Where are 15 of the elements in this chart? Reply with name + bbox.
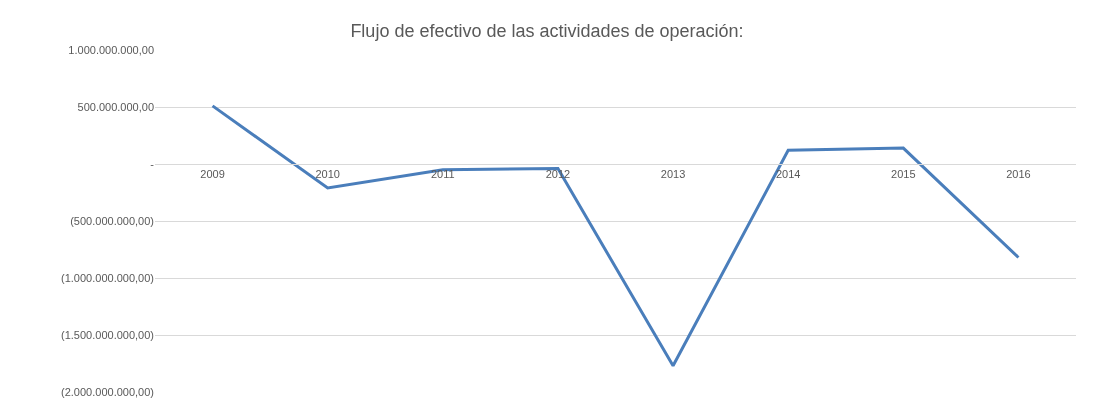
x-tick-label: 2009 [200,168,225,181]
x-tick-label: 2010 [315,168,340,181]
y-tick-label: - [150,157,155,170]
y-tick-label: 1.000.000.000,00 [68,43,154,56]
chart-title: Flujo de efectivo de las actividades de operación: [350,21,744,42]
x-tick-label: 2013 [660,168,686,181]
y-tick-label: (500.000.000,00) [70,214,154,227]
x-tick-label: 2014 [775,168,801,181]
y-tick-label: (2.000.000.000,00) [61,385,154,398]
y-tick-label: (1.500.000.000,00) [61,328,154,341]
y-tick-label: (1.000.000.000,00) [61,271,154,284]
x-tick-label: 2011 [430,168,455,181]
x-tick-label: 2016 [1006,168,1031,181]
y-tick-label: 500.000.000,00 [77,100,154,113]
x-tick-label: 2015 [891,168,916,181]
